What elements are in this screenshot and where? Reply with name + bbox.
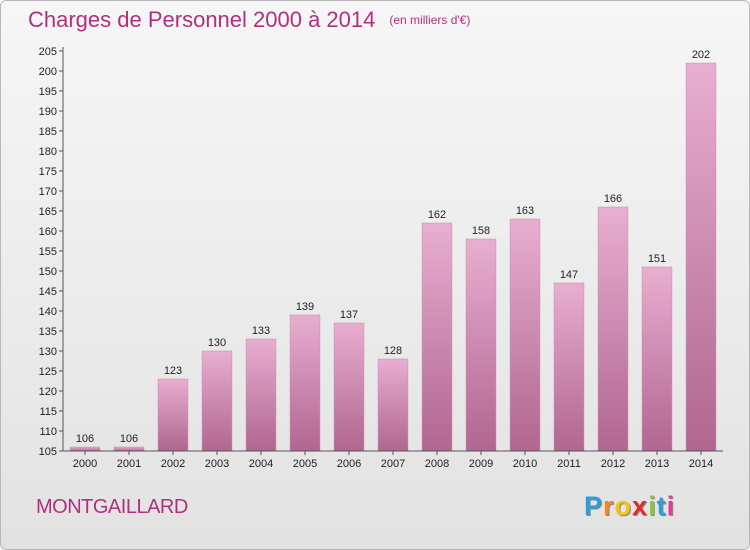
bar — [289, 314, 321, 452]
bar-value-label: 166 — [604, 193, 622, 205]
bar — [333, 322, 365, 452]
x-tick-label: 2004 — [249, 458, 273, 470]
logo-letter: P — [584, 491, 604, 521]
y-tick-label: 165 — [39, 206, 57, 218]
bar — [113, 446, 145, 452]
x-tick-label: 2001 — [117, 458, 141, 470]
x-tick-label: 2000 — [73, 458, 97, 470]
bar-value-label: 202 — [692, 49, 710, 61]
x-tick-label: 2013 — [645, 458, 669, 470]
y-tick-label: 135 — [39, 326, 57, 338]
bar-value-label: 162 — [428, 209, 446, 221]
logo-letter: i — [666, 491, 676, 521]
bar-value-label: 123 — [164, 365, 182, 377]
x-tick-label: 2009 — [469, 458, 493, 470]
bar-value-label: 137 — [340, 309, 358, 321]
logo-letter: i — [648, 491, 657, 521]
bar — [597, 206, 629, 452]
x-tick-label: 2008 — [425, 458, 449, 470]
logo-letter: r — [603, 491, 615, 521]
bar — [685, 62, 717, 452]
y-tick-label: 160 — [39, 226, 57, 238]
x-tick-label: 2003 — [205, 458, 229, 470]
x-tick-label: 2005 — [293, 458, 317, 470]
bar-value-label: 106 — [76, 433, 94, 445]
y-tick-label: 120 — [39, 386, 57, 398]
y-tick-label: 125 — [39, 366, 57, 378]
bar-value-label: 147 — [560, 269, 578, 281]
bar — [69, 446, 101, 452]
x-tick-label: 2006 — [337, 458, 361, 470]
y-tick-label: 140 — [39, 306, 57, 318]
proxiti-logo: Proxiti — [584, 491, 675, 522]
y-tick-label: 155 — [39, 246, 57, 258]
chart-title: Charges de Personnel 2000 à 2014 (en mill… — [28, 7, 471, 32]
bar-value-label: 133 — [252, 325, 270, 337]
bar — [641, 266, 673, 452]
bar-value-label: 139 — [296, 301, 314, 313]
y-tick-label: 200 — [39, 66, 57, 78]
y-tick-label: 180 — [39, 146, 57, 158]
bar-value-label: 106 — [120, 433, 138, 445]
y-tick-label: 205 — [39, 46, 57, 58]
x-tick-label: 2002 — [161, 458, 185, 470]
x-tick-label: 2012 — [601, 458, 625, 470]
bar — [509, 218, 541, 452]
y-tick-label: 185 — [39, 126, 57, 138]
bar — [465, 238, 497, 452]
logo-letter: x — [632, 491, 649, 521]
bar — [245, 338, 277, 452]
x-tick-label: 2011 — [557, 458, 581, 470]
bar — [421, 222, 453, 452]
bar-value-label: 158 — [472, 225, 490, 237]
logo-letter: o — [614, 491, 633, 521]
y-tick-label: 170 — [39, 186, 57, 198]
place-name: MONTGAILLARD — [36, 496, 188, 518]
y-tick-label: 105 — [39, 446, 57, 458]
x-tick-label: 2007 — [381, 458, 405, 470]
y-tick-label: 130 — [39, 346, 57, 358]
y-tick-label: 175 — [39, 166, 57, 178]
bar-value-label: 163 — [516, 205, 534, 217]
y-tick-label: 150 — [39, 266, 57, 278]
bar — [201, 350, 233, 452]
logo-letter: t — [656, 491, 667, 521]
bar — [377, 358, 409, 452]
y-tick-label: 190 — [39, 106, 57, 118]
bar-value-label: 130 — [208, 337, 226, 349]
bar-value-label: 151 — [648, 253, 666, 265]
unit-note: (en milliers d'€) — [389, 13, 471, 27]
x-tick-label: 2014 — [689, 458, 713, 470]
y-tick-label: 115 — [39, 406, 57, 418]
y-tick-label: 110 — [39, 426, 57, 438]
bar — [553, 282, 585, 452]
bar-value-label: 128 — [384, 345, 402, 357]
x-tick-label: 2010 — [513, 458, 537, 470]
bar — [157, 378, 189, 452]
y-tick-label: 145 — [39, 286, 57, 298]
y-tick-label: 195 — [39, 86, 57, 98]
